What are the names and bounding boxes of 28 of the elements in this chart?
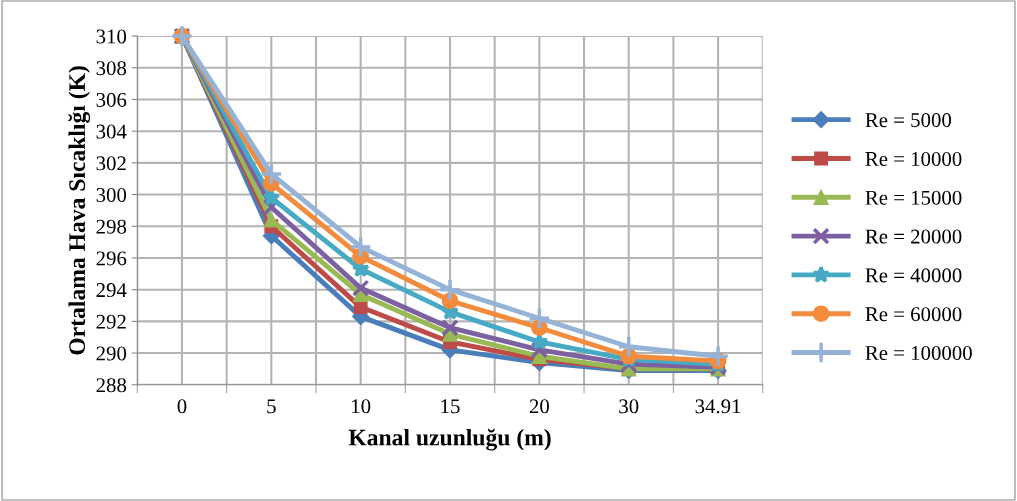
legend-label: Re = 40000: [865, 268, 962, 283]
legend-label: Re = 20000: [865, 229, 962, 244]
y-axis-title: Ortalama Hava Sıcaklığı (K): [68, 66, 91, 355]
x-tick-label: 34.91: [695, 399, 741, 414]
y-tick-label: 304: [96, 124, 127, 139]
x-tick-label: 0: [177, 399, 187, 414]
y-tick-label: 310: [96, 29, 127, 44]
y-tick-label: 308: [96, 61, 127, 76]
y-tick-label: 296: [96, 251, 127, 266]
y-tick-label: 290: [96, 346, 127, 361]
y-tick-label: 288: [96, 378, 127, 393]
x-axis-title: Kanal uzunluğu (m): [348, 428, 551, 451]
y-tick-label: 298: [96, 219, 127, 234]
y-tick-label: 292: [96, 314, 126, 329]
x-tick-label: 20: [529, 399, 549, 414]
legend-label: Re = 10000: [865, 151, 962, 166]
legend-label: Re = 100000: [865, 345, 972, 361]
x-tick-label: 15: [441, 399, 460, 414]
y-tick-label: 300: [96, 187, 127, 202]
legend-label: Re = 60000: [865, 307, 962, 322]
legend-label: Re = 15000: [865, 190, 962, 205]
x-tick-label: 5: [267, 399, 276, 414]
x-tick-label: 10: [352, 399, 371, 414]
y-tick-label: 294: [96, 283, 127, 298]
x-tick-label: 30: [619, 399, 639, 414]
y-tick-label: 306: [96, 92, 127, 107]
legend-label: Re = 5000: [865, 113, 952, 128]
y-tick-label: 302: [96, 156, 126, 171]
